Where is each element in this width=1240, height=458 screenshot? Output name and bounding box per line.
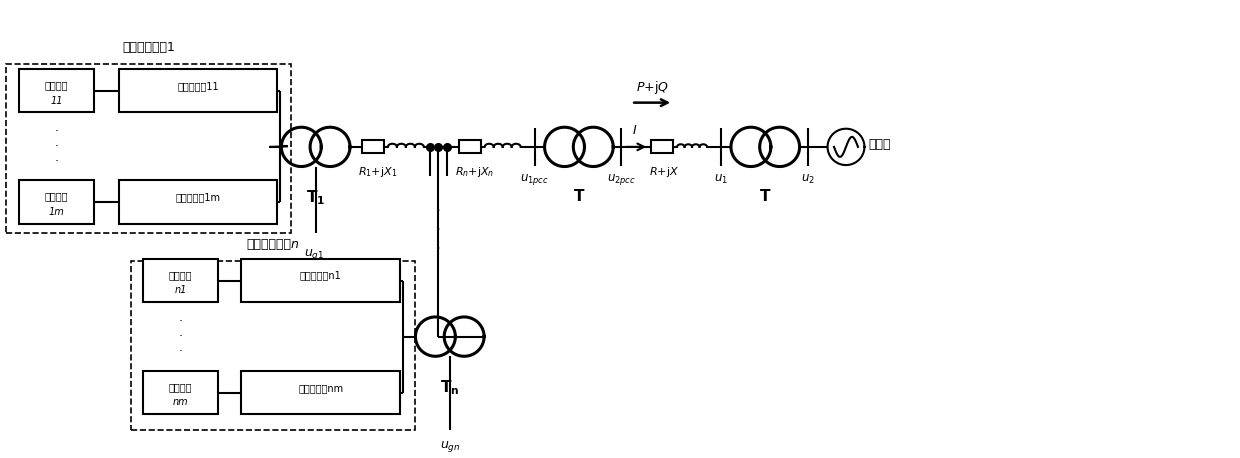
Text: $R_1$+j$X_1$: $R_1$+j$X_1$ (358, 164, 398, 179)
Bar (20, 180, 94, 224)
Text: 1m: 1m (48, 207, 64, 217)
Bar (119, 180, 277, 224)
Text: $u_2$: $u_2$ (801, 173, 815, 185)
Text: 并网逆变器nm: 并网逆变器nm (298, 383, 343, 393)
Text: $\mathbf{T_n}$: $\mathbf{T_n}$ (440, 378, 460, 397)
Bar (143, 371, 218, 414)
Text: $R$+j$X$: $R$+j$X$ (649, 164, 680, 179)
Text: $\mathbf{T}$: $\mathbf{T}$ (759, 188, 771, 204)
Text: $u_1$: $u_1$ (714, 173, 728, 185)
Text: n1: n1 (175, 285, 187, 295)
Text: 光伏阵列: 光伏阵列 (45, 191, 68, 201)
Text: $u_{g1}$: $u_{g1}$ (304, 247, 324, 262)
Text: 光伏发电单元1: 光伏发电单元1 (122, 42, 175, 55)
Bar (241, 259, 401, 302)
Text: $u_{1pcc}$: $u_{1pcc}$ (520, 173, 549, 187)
Bar (6, 64, 290, 234)
Text: $\mathbf{T}$: $\mathbf{T}$ (573, 188, 585, 204)
Bar (119, 69, 277, 113)
Bar (459, 141, 481, 153)
Text: 光伏阵列: 光伏阵列 (45, 80, 68, 90)
Bar (362, 141, 384, 153)
Text: 并网逆变器1m: 并网逆变器1m (175, 192, 221, 202)
Text: nm: nm (172, 398, 188, 408)
Text: ·
·
·: · · · (436, 204, 440, 256)
Text: $I$: $I$ (632, 124, 637, 137)
Bar (241, 371, 401, 414)
Text: ·
·
·: · · · (179, 315, 182, 358)
Text: $P$+j$Q$: $P$+j$Q$ (636, 79, 668, 96)
Text: 光伏阵列: 光伏阵列 (169, 270, 192, 280)
Text: 光伏发电单元n: 光伏发电单元n (247, 238, 300, 251)
Bar (131, 261, 415, 430)
Text: 并网逆变器11: 并网逆变器11 (177, 81, 218, 91)
Text: 大电网: 大电网 (868, 138, 890, 152)
Bar (20, 69, 94, 113)
Text: $u_{2pcc}$: $u_{2pcc}$ (606, 173, 636, 187)
Text: $\mathbf{T_1}$: $\mathbf{T_1}$ (306, 188, 325, 207)
Text: $u_{gn}$: $u_{gn}$ (439, 439, 460, 454)
Text: 光伏阵列: 光伏阵列 (169, 382, 192, 392)
Text: 11: 11 (51, 96, 63, 106)
Bar (651, 141, 673, 153)
Bar (143, 259, 218, 302)
Text: ·
·
·: · · · (55, 125, 58, 168)
Text: $R_n$+j$X_n$: $R_n$+j$X_n$ (455, 164, 495, 179)
Text: 并网逆变器n1: 并网逆变器n1 (300, 271, 341, 281)
